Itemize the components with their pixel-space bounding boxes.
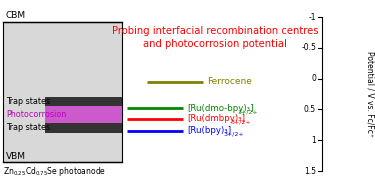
Bar (45, 123, 122, 133)
Text: CBM: CBM (6, 11, 26, 20)
Text: 3+/2+: 3+/2+ (231, 120, 251, 125)
Text: [Ru(dmbpy)₃]: [Ru(dmbpy)₃] (187, 114, 245, 123)
Text: 3+/2+: 3+/2+ (224, 132, 245, 137)
Bar (3, 22, 122, 162)
Text: 1.5: 1.5 (304, 167, 316, 176)
Text: -0.5: -0.5 (301, 43, 316, 52)
Text: and photocorrosion potential: and photocorrosion potential (143, 39, 287, 49)
Text: VBM: VBM (6, 152, 26, 161)
Text: Trap states: Trap states (6, 97, 50, 106)
Text: Potential / V vs. Fc/Fc⁺: Potential / V vs. Fc/Fc⁺ (366, 51, 375, 137)
Bar (45, 106, 122, 123)
Text: Photocorrosion: Photocorrosion (6, 110, 66, 119)
Text: 0.5: 0.5 (304, 105, 316, 114)
Text: 1: 1 (311, 136, 316, 145)
Text: Probing interfacial recombination centres: Probing interfacial recombination centre… (112, 26, 318, 36)
Text: Zn$_{0.25}$Cd$_{0.75}$Se photoanode: Zn$_{0.25}$Cd$_{0.75}$Se photoanode (3, 165, 106, 178)
Text: [Ru(dmo-bpy)₃]: [Ru(dmo-bpy)₃] (187, 104, 254, 113)
Text: 0: 0 (311, 74, 316, 83)
Text: Trap states: Trap states (6, 123, 50, 132)
Text: 3+/2+: 3+/2+ (237, 109, 258, 114)
Text: Ferrocene: Ferrocene (207, 77, 252, 86)
Bar (45, 97, 122, 106)
Text: [Ru(bpy)₃]: [Ru(bpy)₃] (187, 126, 231, 136)
Text: -1: -1 (309, 12, 316, 22)
